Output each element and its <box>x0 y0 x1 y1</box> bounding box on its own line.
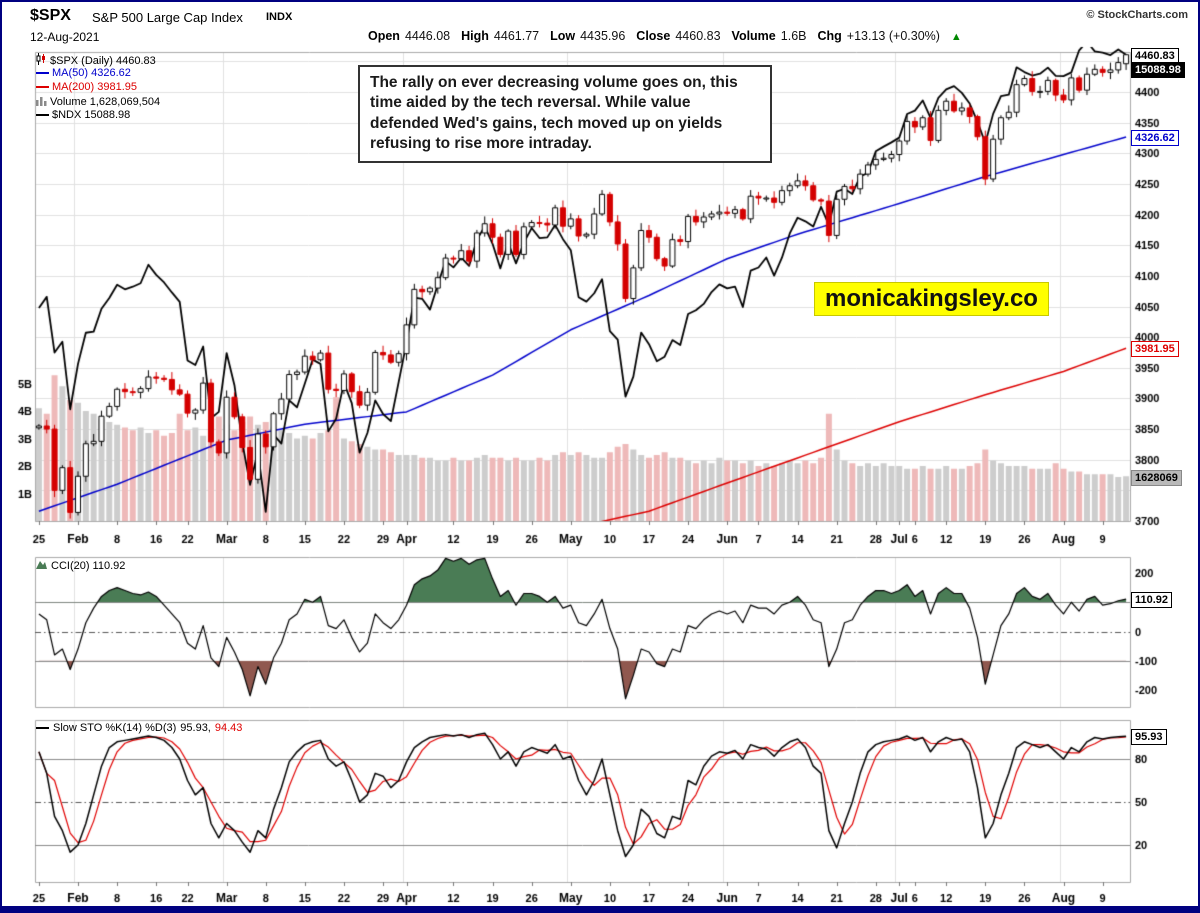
change-up-arrow-icon: ▲ <box>950 31 962 43</box>
legend-ma200: MA(200) 3981.95 <box>36 81 137 93</box>
symbol-ticker: $SPX <box>30 7 71 24</box>
analyst-annotation: The rally on ever decreasing volume goes… <box>358 65 772 163</box>
volume-bars-icon <box>36 95 47 109</box>
legend-spx-label: $SPX (Daily) 4460.83 <box>50 54 156 67</box>
ma200-line-swatch-icon <box>36 86 49 88</box>
legend-ndx-label: $NDX 15088.98 <box>52 109 131 121</box>
cci-legend-label: CCI(20) 110.92 <box>51 559 126 572</box>
ma50-line-swatch-icon <box>36 72 49 74</box>
high-label: High <box>461 29 489 43</box>
low-value: 4435.96 <box>580 29 626 43</box>
sto-legend-label: Slow STO %K(14) %D(3) <box>53 722 177 734</box>
close-value: 4460.83 <box>675 29 721 43</box>
candlestick-icon <box>36 53 47 68</box>
ndx-line-swatch-icon <box>36 114 49 116</box>
open-value: 4446.08 <box>404 29 451 43</box>
chg-label: Chg <box>817 29 842 43</box>
symbol-description: S&P 500 Large Cap Index <box>92 10 243 25</box>
site-watermark: monicakingsley.co <box>814 282 1049 316</box>
legend-ma50-label: MA(50) 4326.62 <box>52 67 131 79</box>
legend-volume: Volume 1,628,069,504 <box>36 95 160 109</box>
ma50-value-box: 4326.62 <box>1131 130 1179 146</box>
volume-label: Volume <box>731 29 776 43</box>
sto-legend: Slow STO %K(14) %D(3) 95.93, 94.43 <box>36 722 242 734</box>
last-price-box: 4460.83 <box>1131 48 1179 64</box>
cci-value-box: 110.92 <box>1131 592 1173 608</box>
chart-date: 12-Aug-2021 <box>30 30 100 44</box>
sto-d-value: 94.43 <box>214 722 243 734</box>
sto-k-value: 95.93, <box>180 722 211 734</box>
cci-legend: CCI(20) 110.92 <box>36 559 125 572</box>
sto-line-swatch-icon <box>36 727 49 729</box>
cci-area-icon <box>36 559 47 572</box>
copyright-label: © StockCharts.com <box>1086 9 1188 21</box>
exchange-label: INDX <box>266 11 293 23</box>
sto-value-box: 95.93 <box>1131 729 1167 745</box>
volume-value: 1.6B <box>780 29 807 43</box>
legend-ma200-label: MA(200) 3981.95 <box>52 81 137 93</box>
legend-volume-label: Volume 1,628,069,504 <box>50 96 161 108</box>
close-label: Close <box>636 29 671 43</box>
ndx-last-box: 15088.98 <box>1131 62 1185 78</box>
legend-spx: $SPX (Daily) 4460.83 <box>36 53 156 68</box>
chg-value: +13.13 (+0.30%) <box>846 29 940 43</box>
ma200-value-box: 3981.95 <box>1131 341 1179 357</box>
quote-summary: Open 4446.08 High 4461.77 Low 4435.96 Cl… <box>368 29 962 43</box>
open-label: Open <box>368 29 400 43</box>
high-value: 4461.77 <box>493 29 540 43</box>
legend-ma50: MA(50) 4326.62 <box>36 67 131 79</box>
low-label: Low <box>550 29 576 43</box>
legend-ndx: $NDX 15088.98 <box>36 109 130 121</box>
volume-value-box: 1628069 <box>1131 470 1182 486</box>
